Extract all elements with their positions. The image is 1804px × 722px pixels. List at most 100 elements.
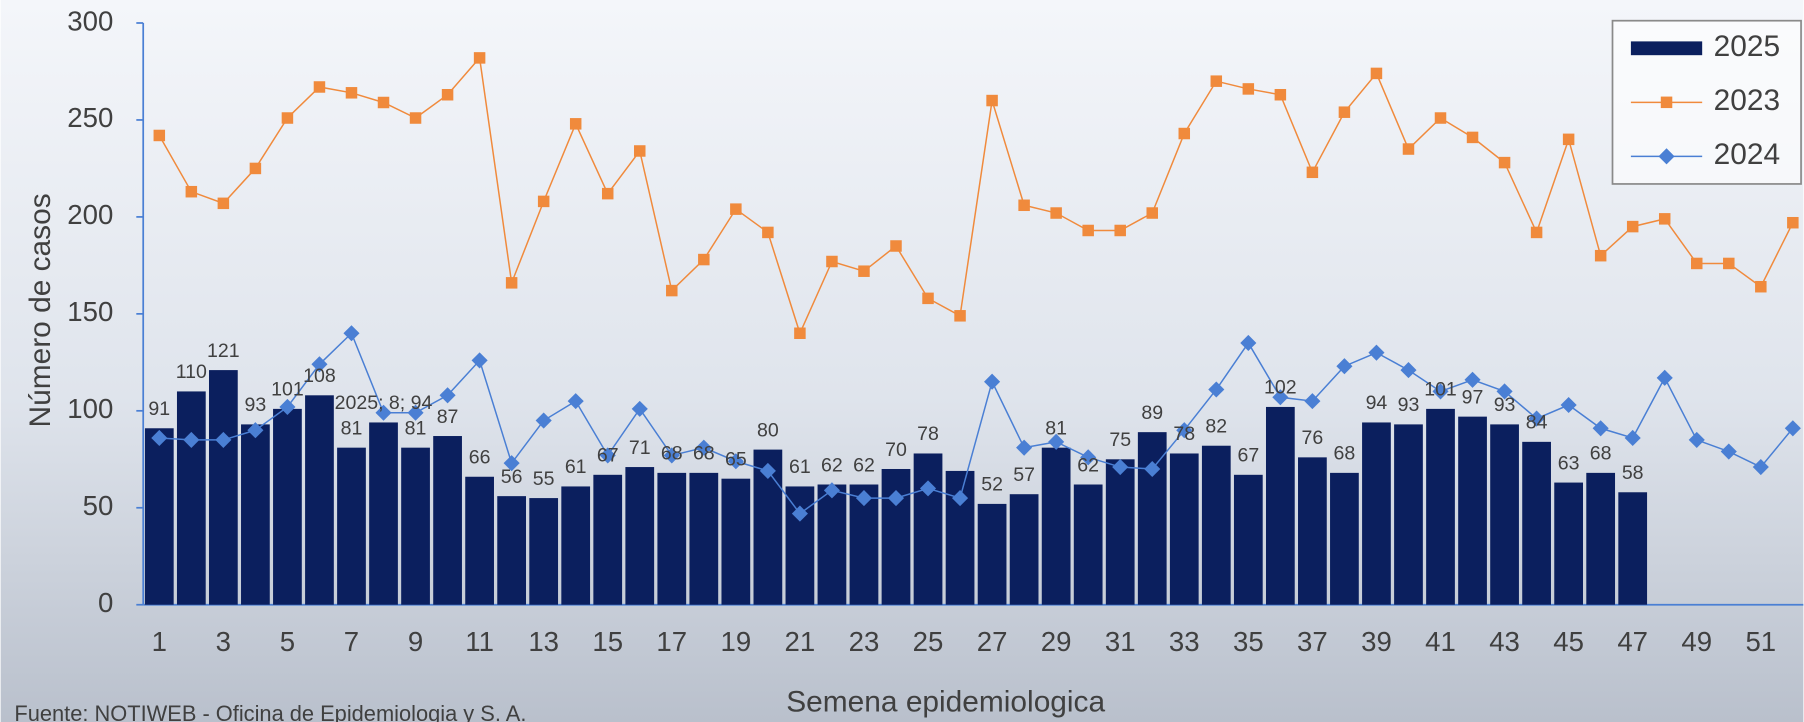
point — [1274, 88, 1287, 101]
data-label: 62 — [853, 454, 875, 476]
data-label: 80 — [757, 419, 779, 441]
legend-label: 2023 — [1714, 84, 1780, 117]
data-label: 68 — [661, 443, 683, 465]
data-label: 87 — [437, 406, 459, 428]
point — [663, 447, 680, 464]
bar — [913, 453, 943, 605]
point — [601, 187, 614, 200]
legend-label: 2024 — [1714, 138, 1780, 171]
point — [217, 197, 230, 210]
x-tick-label: 25 — [913, 626, 944, 657]
bar — [1554, 482, 1584, 605]
point — [823, 482, 840, 499]
point — [1498, 156, 1511, 169]
bar — [1330, 472, 1359, 605]
legend-swatch — [1630, 41, 1703, 56]
bar — [273, 408, 302, 605]
point — [1560, 396, 1577, 414]
data-label: 65 — [725, 448, 747, 470]
point — [986, 94, 998, 107]
data-label: 121 — [207, 340, 240, 362]
bar — [721, 478, 751, 605]
point — [1112, 459, 1129, 476]
data-label: 70 — [885, 439, 907, 461]
point — [1402, 143, 1415, 155]
point — [858, 265, 870, 277]
y-tick-label: 250 — [67, 102, 113, 133]
x-tick-label: 41 — [1425, 626, 1456, 657]
data-label: 62 — [821, 454, 843, 476]
data-label: 101 — [1424, 379, 1457, 401]
bar — [497, 496, 527, 605]
x-tick-label: 43 — [1489, 626, 1520, 657]
bar — [465, 476, 494, 605]
point — [1114, 224, 1126, 237]
point — [1626, 220, 1639, 233]
data-label: 82 — [1205, 415, 1227, 437]
x-tick-label: 9 — [408, 626, 423, 657]
bar — [1298, 457, 1327, 605]
x-tick-label: 23 — [849, 626, 880, 657]
point — [1048, 433, 1065, 450]
point — [727, 453, 744, 470]
x-tick-label: 15 — [592, 626, 623, 657]
data-label: 2025; 8; 94 — [335, 392, 433, 414]
point — [1176, 422, 1193, 439]
point — [407, 404, 424, 421]
point — [1242, 83, 1255, 95]
bar — [1394, 424, 1423, 605]
data-label: 63 — [1558, 452, 1580, 474]
data-label: 75 — [1109, 429, 1131, 451]
y-axis-title: Número de casos — [24, 193, 57, 427]
x-tick-label: 1 — [152, 626, 167, 657]
data-label: 57 — [1013, 464, 1035, 486]
line — [159, 331, 1794, 515]
point — [1688, 431, 1705, 448]
point — [1562, 133, 1575, 146]
point — [1018, 199, 1030, 212]
point — [439, 387, 456, 404]
point — [1336, 358, 1353, 375]
point — [535, 412, 552, 429]
data-label: 71 — [629, 437, 651, 459]
point — [409, 112, 422, 124]
data-label: 102 — [1264, 377, 1297, 399]
data-label: 55 — [533, 468, 555, 490]
data-label: 97 — [1462, 386, 1484, 408]
bar — [1522, 441, 1551, 605]
bar — [337, 447, 366, 605]
bar — [625, 467, 655, 605]
point — [313, 81, 326, 93]
legend-label: 2025 — [1714, 30, 1780, 63]
point — [730, 203, 742, 215]
data-label: 68 — [1590, 443, 1612, 465]
point — [1530, 226, 1543, 239]
point — [215, 431, 232, 448]
x-tick-label: 47 — [1617, 626, 1648, 657]
point — [1144, 460, 1161, 478]
bar — [1009, 494, 1039, 605]
point — [631, 400, 648, 417]
bar — [1618, 492, 1648, 605]
x-tick-label: 27 — [977, 626, 1008, 657]
point — [952, 490, 969, 507]
x-axis-title: Semena epidemiologica — [786, 685, 1105, 718]
point — [1784, 420, 1801, 437]
legend-marker — [1658, 148, 1675, 165]
data-label: 56 — [501, 466, 523, 488]
data-label: 101 — [271, 379, 304, 401]
bar — [881, 468, 911, 605]
bar — [1586, 472, 1616, 605]
source-note: Fuente: NOTIWEB - Oficina de Epidemiolog… — [14, 701, 526, 722]
point — [1658, 213, 1671, 225]
point — [1464, 371, 1481, 388]
point — [1752, 459, 1769, 476]
data-label: 67 — [597, 445, 619, 467]
bar — [1362, 422, 1391, 605]
point — [343, 325, 360, 342]
y-tick-label: 150 — [67, 296, 113, 327]
bar — [1041, 447, 1071, 605]
point — [537, 195, 550, 208]
point — [441, 88, 454, 101]
